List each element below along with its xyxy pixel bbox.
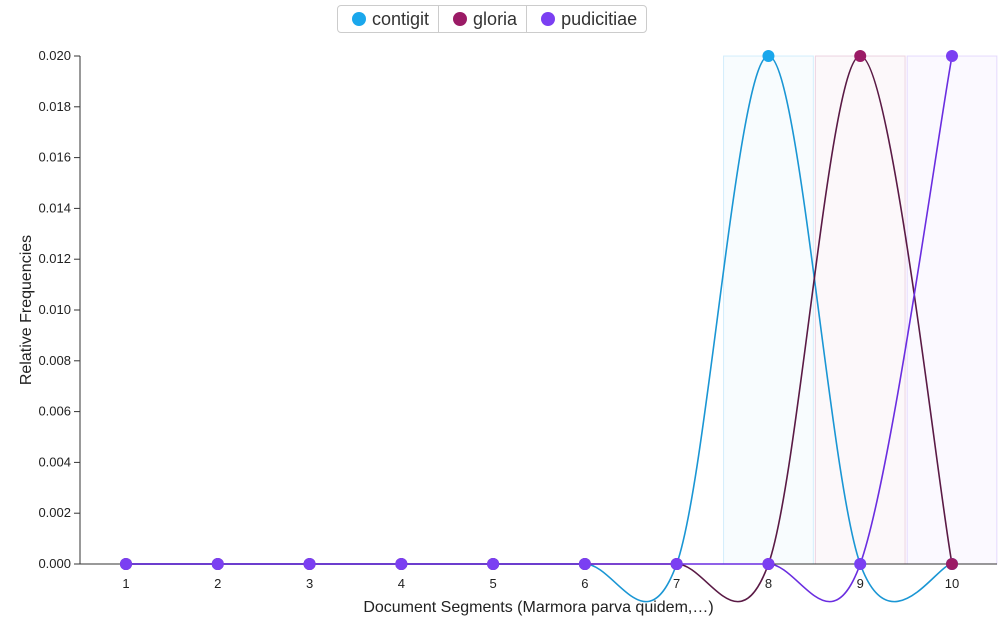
data-point-pudicitiae[interactable]: [120, 558, 132, 570]
data-point-gloria[interactable]: [946, 558, 958, 570]
y-tick-label: 0.020: [38, 48, 71, 63]
y-tick-label: 0.004: [38, 454, 71, 469]
legend-item-gloria[interactable]: gloria: [439, 6, 528, 32]
x-tick-label: 4: [398, 576, 405, 591]
legend-label: gloria: [473, 8, 518, 29]
x-tick-label: 2: [214, 576, 221, 591]
highlight-band: [723, 55, 814, 565]
legend-item-contigit[interactable]: contigit: [338, 6, 440, 32]
y-axis-title: Relative Frequencies: [18, 235, 35, 385]
data-point-contigit[interactable]: [762, 50, 775, 62]
legend-item-pudicitiae[interactable]: pudicitiae: [527, 6, 646, 32]
x-tick-label: 8: [765, 576, 772, 591]
y-tick-label: 0.018: [38, 99, 71, 114]
data-point-pudicitiae[interactable]: [303, 558, 316, 570]
y-tick-label: 0.002: [38, 505, 71, 520]
legend-swatch: [352, 12, 366, 26]
data-point-pudicitiae[interactable]: [854, 558, 867, 570]
x-tick-label: 9: [857, 576, 864, 591]
data-point-pudicitiae[interactable]: [762, 558, 775, 570]
x-axis-title: Document Segments (Marmora parva quidem,…: [363, 599, 713, 616]
x-tick-label: 1: [122, 576, 129, 591]
data-point-pudicitiae[interactable]: [946, 50, 958, 62]
x-tick-label: 5: [489, 576, 496, 591]
series-points: [120, 50, 958, 570]
y-tick-label: 0.010: [38, 302, 71, 317]
x-tick-label: 6: [581, 576, 588, 591]
legend: contigit gloria pudicitiae: [337, 5, 648, 33]
y-tick-label: 0.012: [38, 251, 71, 266]
data-point-gloria[interactable]: [854, 50, 867, 62]
x-tick-label: 10: [945, 576, 959, 591]
legend-label: contigit: [372, 8, 430, 29]
legend-swatch: [541, 12, 556, 26]
y-tick-label: 0.000: [38, 556, 71, 571]
legend-label: pudicitiae: [561, 8, 638, 29]
x-tick-label: 3: [306, 576, 313, 591]
y-tick-label: 0.008: [38, 353, 71, 368]
data-point-pudicitiae[interactable]: [670, 558, 683, 570]
data-point-pudicitiae[interactable]: [578, 558, 591, 570]
data-point-pudicitiae[interactable]: [487, 558, 500, 570]
data-point-pudicitiae[interactable]: [395, 558, 408, 570]
y-tick-label: 0.006: [38, 404, 71, 419]
y-tick-label: 0.016: [38, 150, 71, 165]
highlight-band: [814, 55, 906, 565]
highlight-band: [906, 55, 998, 565]
x-tick-label: 7: [673, 576, 680, 591]
legend-swatch: [453, 12, 468, 26]
y-tick-label: 0.014: [38, 200, 71, 215]
series-line-pudicitiae: [125, 55, 953, 603]
data-point-pudicitiae[interactable]: [211, 558, 224, 570]
y-axis: 0.000 0.002 0.004 0.006 0.008 0.010 0.012 0.014…: [38, 48, 81, 571]
highlight-bands: [723, 55, 998, 565]
